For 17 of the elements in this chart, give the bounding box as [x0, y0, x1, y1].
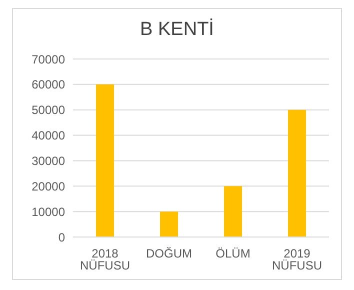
x-tick-label: DOĞUM — [146, 246, 192, 261]
y-tick-label: 40000 — [32, 128, 66, 143]
x-tick-label: ÖLÜM — [216, 246, 250, 261]
bar — [224, 186, 242, 237]
y-tick-label: 60000 — [32, 78, 66, 92]
x-tick-label: 2018 NÜFUSU — [80, 246, 130, 273]
x-tick-label: 2019 NÜFUSU — [272, 246, 322, 273]
y-tick-label: 10000 — [32, 204, 66, 219]
bar — [160, 212, 178, 237]
y-tick-label: 70000 — [32, 52, 66, 66]
y-tick-label: 30000 — [32, 154, 66, 168]
y-tick-label: 50000 — [32, 103, 66, 118]
y-tick-label: 20000 — [32, 179, 66, 194]
bar — [96, 84, 114, 237]
chart-title: B KENTİ — [139, 18, 215, 42]
y-tick-label: 0 — [58, 230, 66, 244]
bar — [288, 110, 306, 237]
